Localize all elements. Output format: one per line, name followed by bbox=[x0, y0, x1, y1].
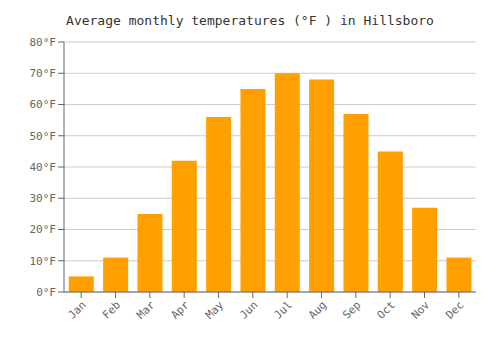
svg-text:20°F: 20°F bbox=[30, 223, 57, 236]
svg-text:Oct: Oct bbox=[375, 298, 398, 321]
svg-text:May: May bbox=[203, 298, 227, 322]
svg-text:Nov: Nov bbox=[409, 298, 433, 322]
svg-text:60°F: 60°F bbox=[30, 98, 57, 111]
svg-text:Jan: Jan bbox=[66, 298, 89, 321]
svg-text:80°F: 80°F bbox=[30, 36, 57, 49]
svg-text:30°F: 30°F bbox=[30, 192, 57, 205]
svg-text:Dec: Dec bbox=[443, 298, 466, 321]
html-text:Average monthly temperatures (: Average monthly temperatures (°F ) in Hi… bbox=[66, 13, 434, 28]
svg-text:40°F: 40°F bbox=[30, 161, 57, 174]
svg-text:Jul: Jul bbox=[272, 298, 295, 321]
svg-text:Jun: Jun bbox=[237, 298, 260, 321]
svg-text:10°F: 10°F bbox=[30, 255, 57, 268]
svg-text:0°F: 0°F bbox=[36, 286, 56, 299]
svg-text:Apr: Apr bbox=[169, 298, 193, 322]
svg-text:50°F: 50°F bbox=[30, 130, 57, 143]
svg-text:Aug: Aug bbox=[306, 298, 329, 321]
svg-text:Sep: Sep bbox=[340, 298, 363, 321]
svg-text:70°F: 70°F bbox=[30, 67, 57, 80]
svg-text:Mar: Mar bbox=[134, 298, 158, 322]
svg-text:Feb: Feb bbox=[100, 298, 123, 321]
